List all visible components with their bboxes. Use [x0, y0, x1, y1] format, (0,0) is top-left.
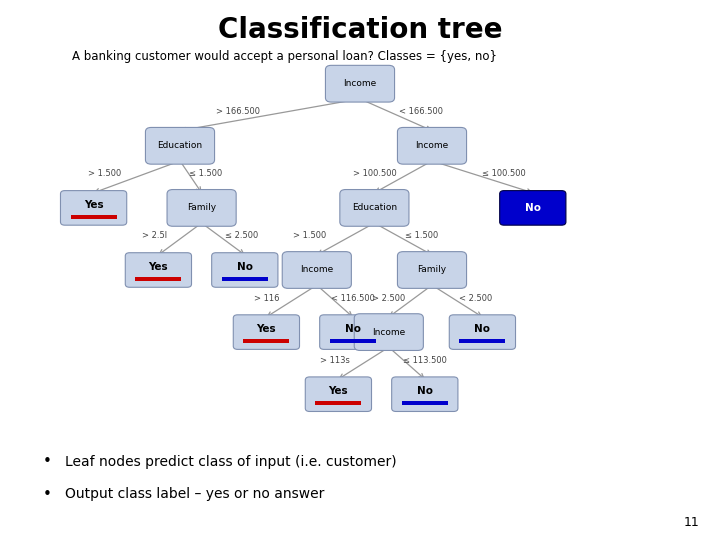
FancyBboxPatch shape [282, 252, 351, 288]
Text: No: No [525, 203, 541, 213]
Text: > 116: > 116 [253, 294, 279, 302]
Text: < 166.500: < 166.500 [399, 107, 444, 116]
FancyBboxPatch shape [233, 315, 300, 349]
Text: No: No [237, 262, 253, 272]
FancyBboxPatch shape [167, 190, 236, 226]
Text: Family: Family [418, 266, 446, 274]
Text: > 100.500: > 100.500 [353, 170, 396, 178]
Text: < 2.500: < 2.500 [459, 294, 492, 302]
Bar [315, 401, 361, 405]
Text: ≤ 2.500: ≤ 2.500 [225, 232, 258, 240]
Text: Income: Income [415, 141, 449, 150]
FancyBboxPatch shape [500, 191, 566, 225]
Text: > 2.5l: > 2.5l [143, 232, 167, 240]
FancyBboxPatch shape [305, 377, 372, 411]
Text: > 166.500: > 166.500 [215, 107, 260, 116]
Text: Education: Education [352, 204, 397, 212]
Text: > 2.500: > 2.500 [372, 294, 405, 302]
FancyBboxPatch shape [145, 127, 215, 164]
Text: > 113s: > 113s [320, 356, 350, 364]
FancyBboxPatch shape [325, 65, 395, 102]
Text: Output class label – yes or no answer: Output class label – yes or no answer [65, 487, 324, 501]
Bar [459, 339, 505, 343]
Bar [222, 277, 268, 281]
Text: •: • [43, 454, 52, 469]
Text: Income: Income [343, 79, 377, 88]
Text: No: No [474, 324, 490, 334]
Bar [135, 277, 181, 281]
Text: > 1.500: > 1.500 [293, 232, 326, 240]
FancyBboxPatch shape [125, 253, 192, 287]
Text: A banking customer would accept a personal loan? Classes = {yes, no}: A banking customer would accept a person… [72, 50, 497, 63]
Text: Education: Education [158, 141, 202, 150]
Text: 11: 11 [684, 516, 700, 529]
Text: •: • [43, 487, 52, 502]
Text: Income: Income [372, 328, 405, 336]
Text: Yes: Yes [148, 262, 168, 272]
FancyBboxPatch shape [320, 315, 386, 349]
Text: Leaf nodes predict class of input (i.e. customer): Leaf nodes predict class of input (i.e. … [65, 455, 397, 469]
FancyBboxPatch shape [449, 315, 516, 349]
Text: Yes: Yes [256, 324, 276, 334]
Text: ≤ 1.500: ≤ 1.500 [189, 170, 222, 178]
FancyBboxPatch shape [397, 252, 467, 288]
Text: No: No [417, 386, 433, 396]
FancyBboxPatch shape [397, 127, 467, 164]
Text: Family: Family [187, 204, 216, 212]
Text: < 116.500: < 116.500 [331, 294, 374, 302]
FancyBboxPatch shape [354, 314, 423, 350]
FancyBboxPatch shape [212, 253, 278, 287]
Text: ≤ 113.500: ≤ 113.500 [403, 356, 446, 364]
Bar [330, 339, 376, 343]
Text: No: No [345, 324, 361, 334]
Bar [243, 339, 289, 343]
Text: ≤ 1.500: ≤ 1.500 [405, 232, 438, 240]
FancyBboxPatch shape [340, 190, 409, 226]
Bar [402, 401, 448, 405]
Bar [71, 215, 117, 219]
Text: ≤ 100.500: ≤ 100.500 [482, 170, 526, 178]
Text: Yes: Yes [328, 386, 348, 396]
Text: Income: Income [300, 266, 333, 274]
Text: > 1.500: > 1.500 [88, 170, 121, 178]
FancyBboxPatch shape [392, 377, 458, 411]
Text: Classification tree: Classification tree [217, 16, 503, 44]
Text: Yes: Yes [84, 200, 104, 210]
FancyBboxPatch shape [60, 191, 127, 225]
